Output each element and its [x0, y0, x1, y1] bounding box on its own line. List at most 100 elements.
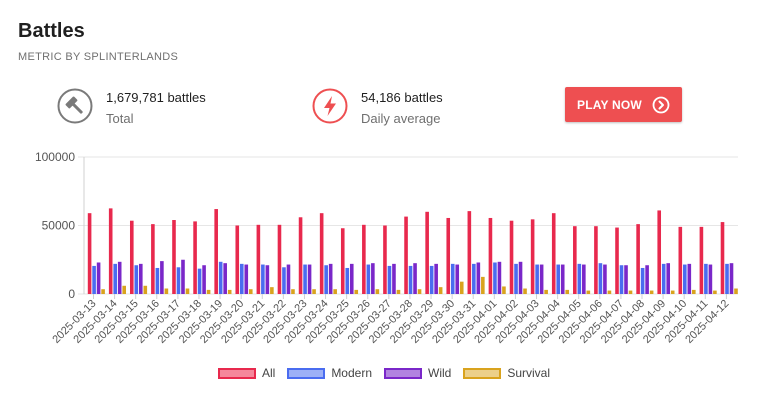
bar-wild	[497, 261, 502, 294]
bar-modern	[598, 263, 603, 294]
legend-item-wild[interactable]: Wild	[384, 366, 451, 380]
bar-survival	[607, 290, 612, 294]
legend-item-modern[interactable]: Modern	[287, 366, 372, 380]
legend-swatch	[384, 367, 422, 379]
bar-wild	[582, 264, 586, 294]
bar-modern	[514, 263, 518, 294]
bar-all	[172, 220, 176, 294]
bar-wild	[286, 264, 291, 294]
bar-modern	[134, 265, 139, 294]
bar-all	[699, 226, 704, 294]
bar-survival	[227, 289, 232, 294]
bar-all	[214, 209, 218, 294]
bar-modern	[239, 263, 244, 294]
bar-modern	[493, 262, 497, 294]
bar-modern	[366, 264, 371, 294]
bar-survival	[565, 289, 570, 294]
bar-wild	[708, 264, 713, 294]
bar-survival	[291, 289, 295, 294]
bar-survival	[164, 288, 169, 294]
bar-survival	[438, 287, 443, 294]
bar-survival	[333, 289, 337, 294]
bar-wild	[455, 264, 460, 294]
bar-all	[298, 217, 303, 294]
bar-modern	[155, 267, 160, 294]
bar-wild	[476, 262, 481, 294]
bar-modern	[577, 263, 582, 294]
lightning-icon	[312, 88, 348, 124]
legend-label: Wild	[428, 366, 452, 380]
bar-all	[509, 220, 514, 294]
chart-legend: All Modern Wild Survival	[0, 366, 768, 380]
bar-survival	[375, 289, 380, 294]
bar-modern	[197, 268, 202, 294]
bar-modern	[661, 263, 666, 294]
bar-modern	[640, 267, 645, 294]
bar-all	[404, 216, 408, 294]
bar-all	[551, 213, 556, 294]
bar-wild	[687, 263, 692, 294]
page-title: Battles	[18, 20, 85, 42]
bar-all	[657, 210, 662, 294]
bar-wild	[624, 265, 628, 294]
bar-survival	[122, 285, 126, 294]
bar-modern	[387, 265, 392, 294]
bar-survival	[354, 289, 359, 294]
bar-all	[87, 213, 92, 294]
legend-item-survival[interactable]: Survival	[463, 366, 550, 380]
bar-survival	[248, 289, 253, 294]
bar-survival	[692, 289, 696, 294]
y-tick-label: 100000	[35, 150, 75, 164]
play-now-button[interactable]: PLAY NOW	[565, 87, 682, 122]
bar-survival	[523, 288, 527, 294]
bar-wild	[138, 263, 143, 294]
bar-modern	[218, 261, 223, 294]
bar-survival	[586, 290, 591, 294]
bar-all	[425, 211, 429, 294]
bar-wild	[117, 261, 122, 294]
bar-modern	[725, 263, 729, 294]
bar-wild	[645, 265, 649, 294]
bar-modern	[261, 264, 265, 294]
bar-modern	[683, 264, 687, 294]
bar-wild	[96, 262, 101, 294]
play-now-label: PLAY NOW	[577, 97, 642, 112]
bar-modern	[704, 263, 708, 294]
bar-wild	[603, 264, 607, 294]
legend-swatch	[217, 367, 256, 379]
bar-all	[277, 224, 282, 294]
bar-modern	[176, 267, 181, 294]
bar-survival	[713, 290, 717, 294]
bar-modern	[345, 267, 350, 294]
bar-survival	[628, 290, 633, 294]
daily-average-value: 54,186 battles	[361, 90, 443, 105]
bar-all	[151, 224, 155, 294]
bar-modern	[282, 267, 286, 294]
bar-wild	[666, 263, 671, 294]
bar-wild	[244, 264, 249, 294]
bar-survival	[312, 289, 316, 294]
bar-wild	[181, 259, 185, 294]
bar-survival	[417, 289, 422, 294]
legend-label: Survival	[507, 366, 551, 380]
bar-wild	[307, 264, 312, 294]
bar-wild	[539, 264, 544, 294]
legend-swatch	[463, 367, 502, 379]
bar-all	[720, 222, 725, 294]
bar-wild	[328, 263, 333, 294]
bar-survival	[185, 288, 190, 294]
legend-label: Modern	[331, 366, 372, 380]
bar-wild	[413, 263, 417, 294]
legend-item-all[interactable]: All	[217, 366, 275, 380]
bar-all	[446, 217, 451, 294]
bar-modern	[408, 265, 413, 294]
bar-wild	[729, 263, 734, 294]
bar-all	[573, 226, 577, 294]
bar-survival	[459, 281, 464, 294]
bar-wild	[265, 265, 270, 294]
bar-all	[615, 227, 619, 294]
bar-wild	[560, 264, 565, 294]
bar-survival	[206, 289, 211, 294]
bar-modern	[535, 264, 539, 294]
